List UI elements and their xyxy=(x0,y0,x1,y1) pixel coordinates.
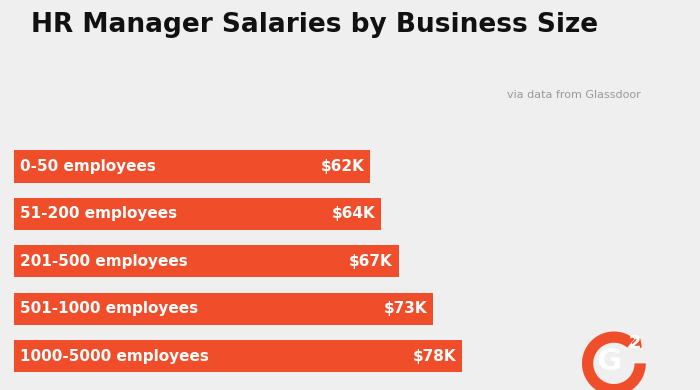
Text: HR Manager Salaries by Business Size: HR Manager Salaries by Business Size xyxy=(32,12,598,38)
Bar xyxy=(14,340,462,372)
Text: 0-50 employees: 0-50 employees xyxy=(20,159,155,174)
Text: 501-1000 employees: 501-1000 employees xyxy=(20,301,198,316)
Text: 201-500 employees: 201-500 employees xyxy=(20,254,188,269)
Text: $67K: $67K xyxy=(349,254,393,269)
Bar xyxy=(14,151,370,183)
Text: 51-200 employees: 51-200 employees xyxy=(20,206,177,222)
Bar xyxy=(14,245,398,277)
Text: $73K: $73K xyxy=(384,301,427,316)
Text: $64K: $64K xyxy=(332,206,376,222)
Bar xyxy=(14,198,382,230)
Bar xyxy=(14,292,433,325)
Polygon shape xyxy=(582,332,646,390)
Text: 2: 2 xyxy=(629,334,640,352)
Text: via data from Glassdoor: via data from Glassdoor xyxy=(507,90,641,100)
Text: G: G xyxy=(597,347,622,376)
Text: 1000-5000 employees: 1000-5000 employees xyxy=(20,349,209,363)
Text: $62K: $62K xyxy=(321,159,364,174)
Text: $78K: $78K xyxy=(412,349,456,363)
